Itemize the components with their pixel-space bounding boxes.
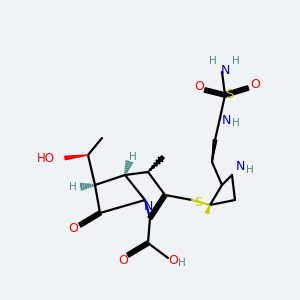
Text: N: N	[221, 113, 231, 127]
Polygon shape	[206, 205, 210, 214]
Text: O: O	[194, 80, 204, 94]
Text: H: H	[209, 56, 217, 66]
Text: H: H	[232, 56, 240, 66]
Text: H: H	[246, 165, 254, 175]
Text: O: O	[118, 254, 128, 266]
Text: H: H	[129, 152, 137, 162]
Text: O: O	[250, 79, 260, 92]
Polygon shape	[65, 155, 88, 160]
Text: S: S	[194, 196, 202, 209]
Text: O: O	[68, 221, 78, 235]
Text: S: S	[225, 88, 233, 101]
Text: HO: HO	[37, 152, 55, 166]
Text: H: H	[178, 258, 186, 268]
Polygon shape	[148, 156, 164, 172]
Polygon shape	[212, 140, 217, 162]
Text: H: H	[232, 118, 240, 128]
Text: H: H	[69, 182, 77, 192]
Text: O: O	[168, 254, 178, 268]
Text: N: N	[143, 200, 153, 214]
Text: N: N	[235, 160, 245, 173]
Text: N: N	[220, 64, 230, 76]
